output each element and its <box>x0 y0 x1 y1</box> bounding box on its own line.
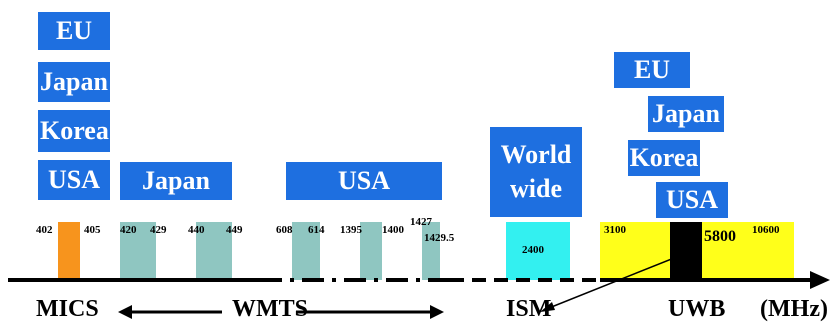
unit-label: (MHz) <box>760 296 828 322</box>
region-korea-uwb: Korea <box>628 140 700 176</box>
region-eu: EU <box>38 12 110 50</box>
freq-1427: 1427 <box>410 216 432 228</box>
band-uwb-center <box>670 222 702 280</box>
band-wmts-japan-1 <box>120 222 156 280</box>
freq-2400: 2400 <box>522 244 544 256</box>
band-wmts-usa-3 <box>422 222 440 280</box>
uwb-to-ism-pointer <box>543 253 685 311</box>
freq-3100: 3100 <box>604 224 626 236</box>
freq-449: 449 <box>226 224 243 236</box>
region-worldwide-line2: wide <box>510 174 562 203</box>
region-worldwide-line1: World <box>500 140 572 169</box>
axis-arrowhead <box>810 271 830 289</box>
band-wmts-japan-2 <box>196 222 232 280</box>
freq-614: 614 <box>308 224 325 236</box>
band-mics <box>58 222 80 280</box>
freq-1400: 1400 <box>382 224 404 236</box>
band-label-ism: ISM <box>506 296 552 322</box>
freq-402: 402 <box>36 224 53 236</box>
region-japan-uwb: Japan <box>648 96 724 132</box>
freq-608: 608 <box>276 224 293 236</box>
freq-1395: 1395 <box>340 224 362 236</box>
region-usa: USA <box>38 160 110 200</box>
region-usa-wmts: USA <box>286 162 442 200</box>
uwb-to-ism-pointer-head <box>540 302 555 312</box>
freq-5800: 5800 <box>704 228 736 245</box>
freq-420: 420 <box>120 224 137 236</box>
freq-429: 429 <box>150 224 167 236</box>
freq-440: 440 <box>188 224 205 236</box>
region-worldwide: World wide <box>490 127 582 217</box>
region-japan-wmts: Japan <box>120 162 232 200</box>
band-wmts-usa-1 <box>292 222 320 280</box>
band-wmts-usa-2 <box>360 222 382 280</box>
region-eu-uwb: EU <box>614 52 690 88</box>
wmts-arrow-right-head <box>430 305 444 319</box>
freq-405: 405 <box>84 224 101 236</box>
band-ism <box>506 222 570 280</box>
wmts-arrow-left-head <box>118 305 132 319</box>
region-usa-uwb: USA <box>656 182 728 218</box>
freq-10600: 10600 <box>752 224 780 236</box>
band-label-uwb: UWB <box>668 296 726 322</box>
band-label-wmts: WMTS <box>232 296 309 322</box>
freq-1429-5: 1429.5 <box>424 232 455 244</box>
region-korea: Korea <box>38 110 110 152</box>
band-label-mics: MICS <box>36 296 99 322</box>
region-japan: Japan <box>38 62 110 102</box>
